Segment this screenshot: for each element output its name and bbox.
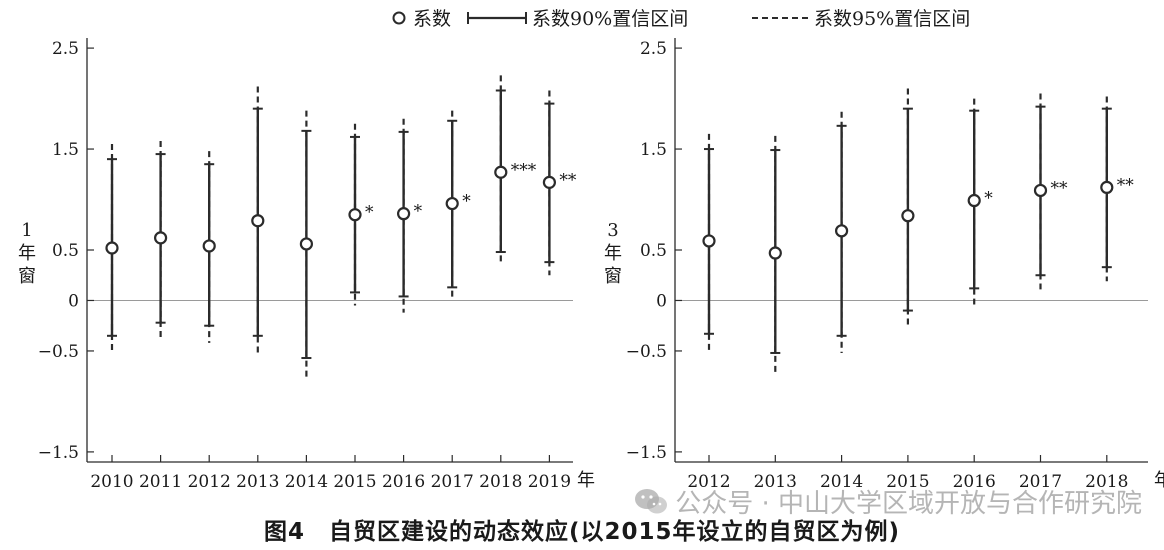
legend-item-point: 系数 <box>392 8 451 30</box>
y-axis-title-char: 窗 <box>604 266 622 287</box>
x-tick-label: 2018 <box>479 472 522 492</box>
significance-label: * <box>365 203 374 223</box>
y-tick-label: −0.5 <box>626 342 667 362</box>
x-axis-title: 年 <box>577 470 595 491</box>
coefficient-point <box>768 246 782 260</box>
x-tick-label: 2013 <box>236 472 279 492</box>
y-tick-label: 2.5 <box>52 39 79 59</box>
y-axis-title-char: 年 <box>604 243 622 264</box>
y-tick-label: −1.5 <box>38 443 79 463</box>
x-tick-label: 2012 <box>188 472 231 492</box>
y-tick-label: −1.5 <box>626 443 667 463</box>
significance-label: ** <box>1117 175 1135 195</box>
significance-label: ** <box>559 170 577 190</box>
y-axis-title: 1年窗 <box>18 220 36 287</box>
x-tick-label: 2015 <box>333 472 376 492</box>
coefficient-point <box>105 241 119 255</box>
y-tick-label: 2.5 <box>640 39 667 59</box>
coefficient-point <box>348 208 362 222</box>
y-axis-title: 3年窗 <box>604 220 622 287</box>
x-tick-label: 2019 <box>528 472 571 492</box>
coefficient-point <box>154 231 168 245</box>
y-tick-label: −0.5 <box>38 342 79 362</box>
coefficient-point <box>542 175 557 189</box>
coefficient-point <box>494 165 508 179</box>
legend: 系数 系数90%置信区间 系数95%置信区间 <box>392 8 970 30</box>
watermark: 公众号 · 中山大学区域开放与合作研究院 <box>633 483 1142 520</box>
coefficient-point <box>1100 180 1114 195</box>
coefficient-point <box>202 239 216 253</box>
x-tick-label: 2012 <box>687 472 730 492</box>
watermark-text: 公众号 · 中山大学区域开放与合作研究院 <box>675 489 1142 519</box>
significance-label: * <box>462 192 471 212</box>
y-tick-label: 0 <box>656 291 667 311</box>
x-tick-label: 2011 <box>139 472 182 492</box>
significance-label: * <box>984 189 993 209</box>
x-tick-label: 2017 <box>1019 472 1062 492</box>
coefficient-point <box>967 193 981 208</box>
coefficient-point <box>834 224 849 238</box>
coefficient-point <box>251 214 265 228</box>
significance-label: *** <box>511 160 537 180</box>
wechat-icon <box>635 488 668 513</box>
coefficient-point <box>702 234 716 248</box>
y-axis-title-char: 3 <box>607 220 618 241</box>
x-axis-title: 年 <box>1154 470 1164 491</box>
coefficient-point <box>901 209 915 223</box>
x-tick-label: 2014 <box>285 472 328 492</box>
y-tick-label: 0 <box>68 291 79 311</box>
x-tick-label: 2017 <box>431 472 474 492</box>
coefficient-point <box>1033 183 1048 198</box>
x-tick-label: 2016 <box>382 472 425 492</box>
y-axis-title-char: 年 <box>18 243 36 264</box>
coefficient-point <box>397 207 411 221</box>
y-axis-title-char: 窗 <box>18 266 36 287</box>
x-tick-label: 2016 <box>953 472 996 492</box>
legend-item-ci90: 系数90%置信区间 <box>467 8 688 30</box>
figure-caption: 图4 自贸区建设的动态效应(以2015年设立的自贸区为例) <box>263 519 901 545</box>
legend-item-ci95: 系数95%置信区间 <box>752 8 970 30</box>
x-tick-label: 2014 <box>820 472 863 492</box>
significance-label: * <box>414 202 423 222</box>
legend-point-marker <box>392 11 406 25</box>
x-tick-label: 2013 <box>754 472 797 492</box>
significance-label: ** <box>1051 178 1069 198</box>
y-tick-label: 1.5 <box>640 140 667 160</box>
legend-ci90-label: 系数90%置信区间 <box>532 8 688 30</box>
coefficient-point <box>299 237 313 251</box>
y-tick-label: 0.5 <box>640 241 667 261</box>
y-tick-label: 1.5 <box>52 140 79 160</box>
x-tick-label: 2010 <box>90 472 133 492</box>
coefficient-point <box>445 196 459 211</box>
x-tick-label: 2018 <box>1085 472 1128 492</box>
y-tick-label: 0.5 <box>52 241 79 261</box>
y-axis-title-char: 1 <box>21 220 32 241</box>
legend-point-label: 系数 <box>413 8 451 30</box>
x-tick-label: 2015 <box>886 472 929 492</box>
legend-ci95-label: 系数95%置信区间 <box>814 8 970 30</box>
